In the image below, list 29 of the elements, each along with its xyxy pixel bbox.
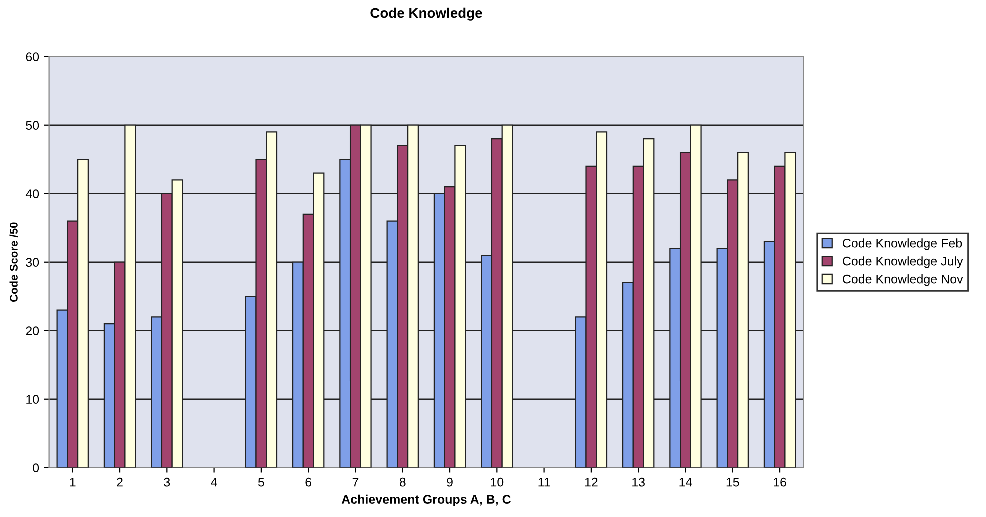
x-tick-label: 3 [164,478,170,487]
y-tick-label: 0 [33,464,40,473]
x-tick-label: 14 [680,478,692,487]
x-tick-label: 4 [211,478,218,487]
legend-label: Code Knowledge Nov [843,274,964,286]
y-tick-label: 20 [26,326,40,336]
x-tick-label: 6 [306,478,312,487]
y-axis-title: Code Score /50 [10,222,18,302]
x-tick-label: 15 [726,478,740,487]
chart-title: Code Knowledge [370,8,482,21]
y-tick-label: 60 [26,52,40,62]
x-tick-label: 10 [491,478,504,487]
x-tick-label: 16 [774,478,786,487]
x-axis-title: Achievement Groups A, B, C [342,494,511,506]
legend-label: Code Knowledge Feb [843,238,962,250]
x-tick-label: 7 [352,478,359,487]
y-tick-label: 10 [26,395,40,404]
x-tick-label: 8 [400,478,406,487]
x-tick-label: 9 [447,478,453,487]
x-tick-label: 13 [632,478,645,487]
x-tick-label: 2 [117,478,123,487]
x-tick-label: 11 [538,478,550,487]
y-tick-label: 30 [26,258,40,268]
y-tick-label: 50 [26,121,40,130]
y-tick-label: 40 [26,190,40,199]
x-tick-label: 12 [585,478,598,487]
x-tick-label: 5 [258,478,264,487]
legend-label: Code Knowledge July [843,256,964,268]
x-tick-label: 1 [70,478,76,487]
